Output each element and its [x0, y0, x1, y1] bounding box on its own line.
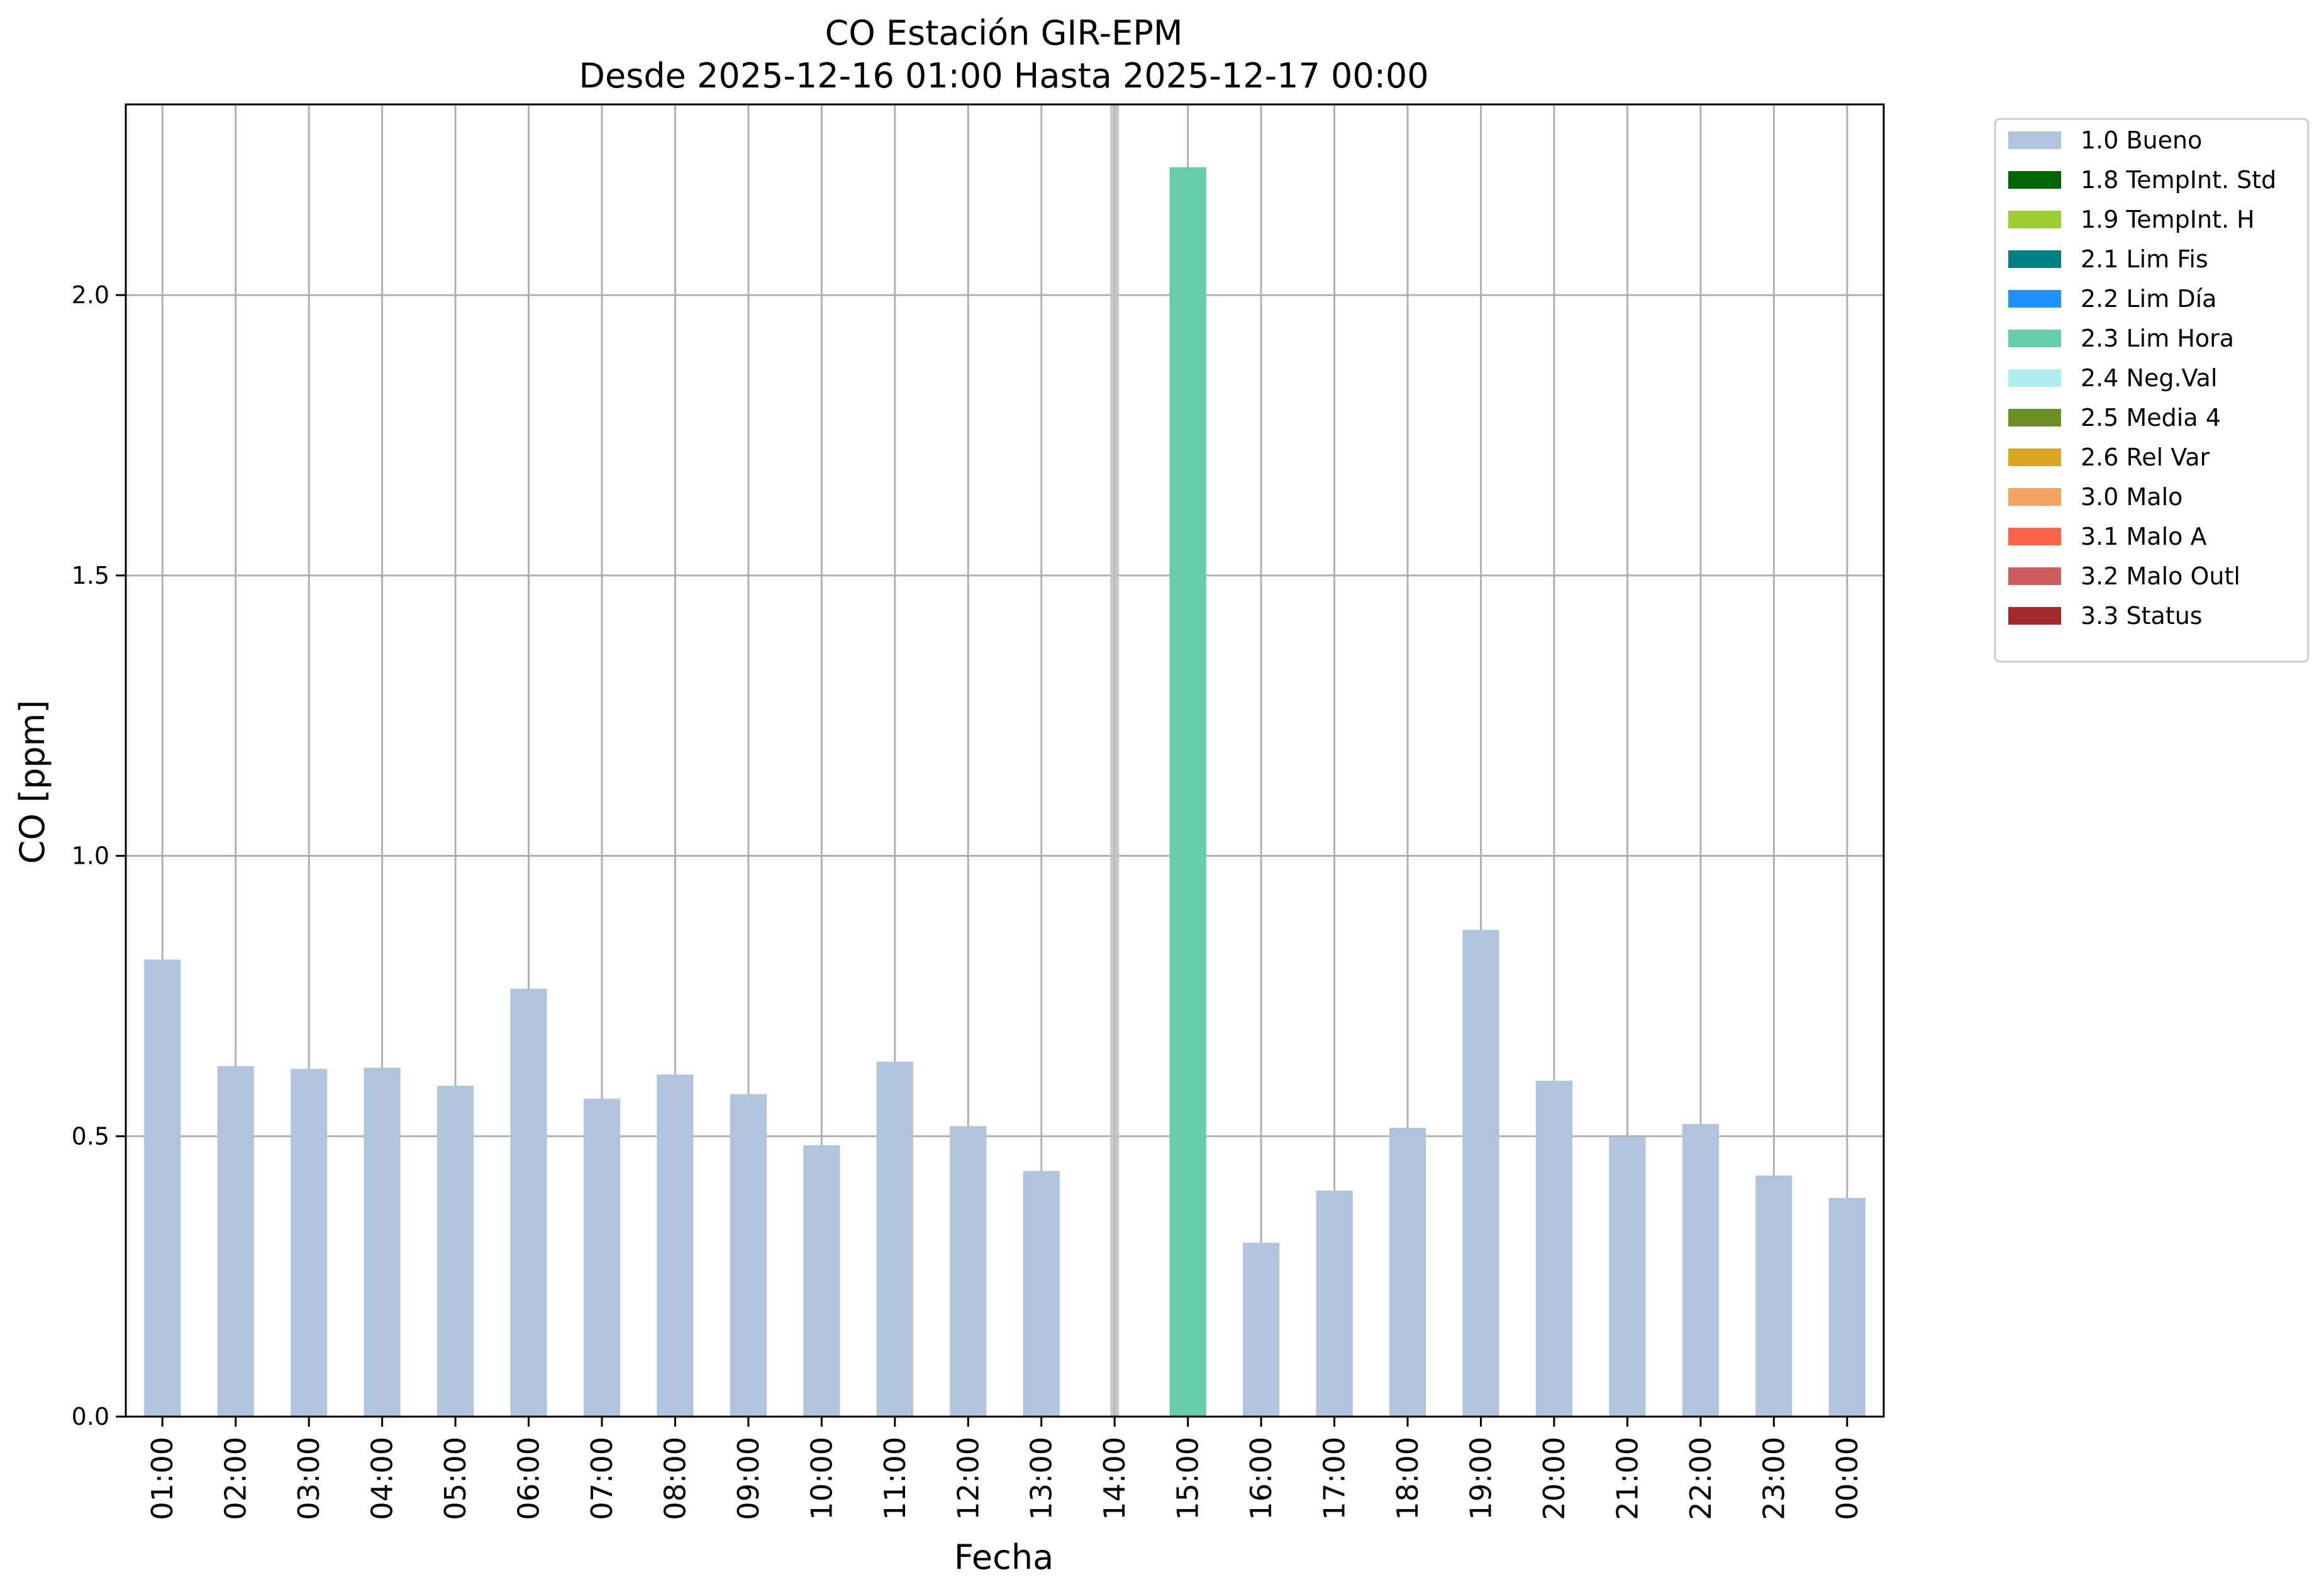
- legend-swatch-3.1: [2008, 528, 2061, 545]
- legend: 1.0 Bueno 1.8 TempInt. Std 1.9 TempInt. H 2…: [1994, 118, 2310, 663]
- bar-0500: [436, 1086, 474, 1417]
- y-axis-label: CO [ppm]: [13, 700, 52, 864]
- legend-label-3.2: 3.2 Malo Outl: [2081, 562, 2240, 590]
- x-tick-label: 03:00: [292, 1437, 326, 1520]
- legend-swatch-1.8: [2008, 171, 2061, 189]
- legend-label-2.6: 2.6 Rel Var: [2081, 443, 2210, 471]
- bar-0600: [510, 988, 547, 1417]
- x-tick-label: 02:00: [219, 1437, 253, 1520]
- x-tick-label: 13:00: [1025, 1437, 1059, 1520]
- legend-label-1.9: 1.9 TempInt. H: [2081, 206, 2255, 233]
- x-tick-label: 09:00: [731, 1437, 765, 1520]
- x-tick-label: 01:00: [145, 1437, 179, 1520]
- bar-0000: [1828, 1198, 1865, 1417]
- legend-label-2.3: 2.3 Lim Hora: [2081, 325, 2234, 352]
- x-axis-ticks: 01:00 02:00 03:00 04:00 05:00 06:00 07:00 08:00…: [145, 1417, 1864, 1520]
- bar-1800: [1389, 1127, 1426, 1417]
- x-tick-label: 20:00: [1537, 1437, 1571, 1520]
- plot-background: [126, 104, 1884, 1417]
- x-axis-label: Fecha: [954, 1537, 1054, 1577]
- bar-1700: [1316, 1190, 1353, 1417]
- legend-swatch-3.0: [2008, 488, 2061, 506]
- legend-label-2.2: 2.2 Lim Día: [2081, 285, 2216, 313]
- bar-2200: [1682, 1123, 1719, 1417]
- bar-1200: [950, 1126, 987, 1417]
- bar-1000: [803, 1145, 840, 1417]
- bar-0700: [583, 1098, 621, 1417]
- legend-box: [1994, 118, 2310, 663]
- legend-label-1.0: 1.0 Bueno: [2081, 126, 2202, 154]
- bar-1600: [1242, 1242, 1280, 1417]
- x-tick-label: 10:00: [804, 1437, 838, 1520]
- legend-swatch-2.3: [2008, 330, 2061, 347]
- bars: [144, 104, 1865, 1417]
- bar-0400: [364, 1067, 401, 1417]
- plot-border: [125, 103, 1885, 1418]
- x-tick-label: 23:00: [1757, 1437, 1791, 1520]
- x-tick-label: 15:00: [1171, 1437, 1205, 1520]
- legend-swatch-1.9: [2008, 211, 2061, 228]
- x-tick-label: 04:00: [365, 1437, 399, 1520]
- bar-1500: [1169, 167, 1206, 1417]
- bar-1300: [1023, 1171, 1060, 1417]
- y-tick-label: 0.0: [72, 1403, 109, 1430]
- legend-label-3.3: 3.3 Status: [2081, 602, 2203, 630]
- legend-label-2.1: 2.1 Lim Fis: [2081, 245, 2208, 273]
- x-tick-label: 07:00: [585, 1437, 619, 1520]
- bar-0900: [730, 1094, 767, 1417]
- x-tick-label: 12:00: [951, 1437, 985, 1520]
- x-tick-label: 06:00: [512, 1437, 546, 1520]
- bar-0300: [291, 1069, 328, 1417]
- plot-area: [126, 104, 1884, 1417]
- chart-subtitle: Desde 2025-12-16 01:00 Hasta 2025-12-17 …: [579, 56, 1428, 96]
- y-tick-label: 0.5: [72, 1122, 109, 1150]
- bar-0100: [144, 959, 181, 1417]
- legend-swatch-1.0: [2008, 131, 2061, 149]
- legend-label-2.5: 2.5 Media 4: [2081, 404, 2221, 432]
- x-tick-label: 11:00: [878, 1437, 912, 1520]
- bar-2000: [1535, 1081, 1573, 1417]
- y-axis-ticks: 0.0 0.5 1.0 1.5 2.0: [72, 281, 126, 1430]
- legend-swatch-2.5: [2008, 409, 2061, 426]
- legend-swatch-3.3: [2008, 607, 2061, 625]
- legend-label-2.4: 2.4 Neg.Val: [2081, 364, 2217, 392]
- x-tick-label: 19:00: [1464, 1437, 1498, 1520]
- bar-0800: [657, 1074, 694, 1417]
- x-tick-label: 00:00: [1830, 1437, 1864, 1520]
- x-tick-label: 18:00: [1391, 1437, 1425, 1520]
- plot-frame: [125, 103, 1885, 1418]
- legend-swatch-3.2: [2008, 567, 2061, 585]
- bar-0200: [217, 1066, 254, 1417]
- x-tick-label: 22:00: [1684, 1437, 1718, 1520]
- y-tick-label: 1.0: [72, 842, 109, 870]
- legend-label-1.8: 1.8 TempInt. Std: [2081, 166, 2276, 194]
- x-tick-label: 21:00: [1610, 1437, 1644, 1520]
- bar-1100: [876, 1061, 913, 1417]
- missing-data-marker: [1110, 104, 1120, 1417]
- legend-swatch-2.6: [2008, 449, 2061, 466]
- legend-label-3.1: 3.1 Malo A: [2081, 523, 2206, 550]
- chart-title: CO Estación GIR-EPM: [825, 13, 1183, 53]
- legend-swatch-2.4: [2008, 369, 2061, 387]
- bar-1900: [1462, 930, 1499, 1417]
- legend-swatch-2.2: [2008, 290, 2061, 308]
- x-tick-label: 08:00: [658, 1437, 692, 1520]
- x-tick-label: 14:00: [1098, 1437, 1131, 1520]
- legend-label-3.0: 3.0 Malo: [2081, 483, 2182, 511]
- y-tick-label: 1.5: [72, 562, 109, 589]
- x-tick-label: 05:00: [438, 1437, 472, 1520]
- legend-swatch-2.1: [2008, 250, 2061, 268]
- bar-2300: [1755, 1175, 1793, 1417]
- y-tick-label: 2.0: [72, 281, 109, 309]
- x-tick-label: 16:00: [1244, 1437, 1278, 1520]
- bar-2100: [1609, 1137, 1646, 1417]
- x-tick-label: 17:00: [1318, 1437, 1352, 1520]
